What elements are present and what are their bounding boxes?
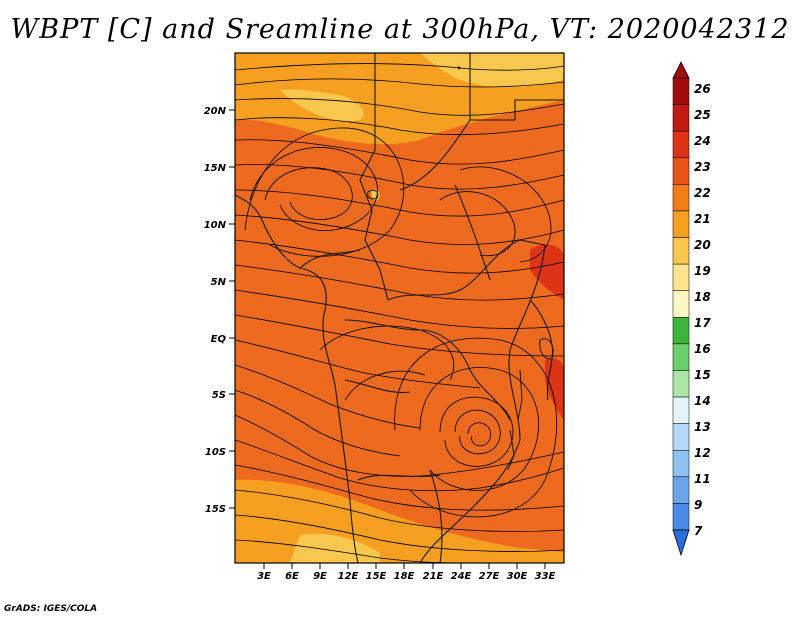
map-plot xyxy=(235,53,564,563)
chart-title: WBPT [C] and Sreamline at 300hPa, VT: 20… xyxy=(10,14,790,45)
colorbar: 26 25 24 23 22 21 20 19 18 17 16 15 14 1… xyxy=(672,61,711,557)
lat-label: 5S xyxy=(212,390,226,401)
colorbar-cell xyxy=(672,476,690,504)
colorbar-cell xyxy=(672,396,690,424)
colorbar-label: 23 xyxy=(694,160,711,174)
colorbar-cell xyxy=(672,423,690,451)
colorbar-label: 22 xyxy=(694,186,711,200)
colorbar-label: 21 xyxy=(694,212,711,226)
colorbar-cell xyxy=(672,210,690,238)
colorbar-label: 24 xyxy=(694,134,711,148)
lon-label: 21E xyxy=(423,571,444,582)
colorbar-cell xyxy=(672,184,690,212)
colorbar-label: 25 xyxy=(694,108,711,122)
map-frame xyxy=(234,52,565,564)
lakes xyxy=(367,189,554,471)
colorbar-label: 9 xyxy=(694,498,702,512)
colorbar-label: 14 xyxy=(694,394,711,408)
lon-label: 27E xyxy=(479,571,500,582)
colorbar-cell xyxy=(672,343,690,371)
lat-label: 10S xyxy=(205,447,226,458)
lat-label: EQ xyxy=(211,334,227,345)
lon-label: 9E xyxy=(313,571,327,582)
colorbar-cell xyxy=(672,449,690,478)
colorbar-cell xyxy=(672,237,690,265)
colorbar-label: 17 xyxy=(694,316,711,330)
lon-label: 24E xyxy=(451,571,472,582)
colorbar-label: 15 xyxy=(694,368,711,382)
lat-label: 5N xyxy=(211,277,227,288)
colorbar-cell xyxy=(672,263,690,291)
lon-label: 3E xyxy=(257,571,271,582)
colorbar-cell xyxy=(672,317,690,345)
colorbar-label: 7 xyxy=(694,524,703,538)
lon-label: 15E xyxy=(366,571,387,582)
colorbar-top-arrow xyxy=(672,61,690,79)
colorbar-cell xyxy=(672,370,690,398)
lat-label: 20N xyxy=(204,106,227,117)
lat-label: 10N xyxy=(204,220,227,231)
colorbar-cell xyxy=(672,130,690,159)
colorbar-label: 26 xyxy=(694,82,711,96)
grads-credit: GrADS: IGES/COLA xyxy=(4,604,98,614)
colorbar-label: 13 xyxy=(694,420,711,434)
lon-label: 30E xyxy=(507,571,528,582)
colorbar-label: 19 xyxy=(694,264,711,278)
colorbar-cell xyxy=(672,290,690,318)
colorbar-cell xyxy=(672,77,690,105)
lat-axis: 20N 15N 10N 5N EQ 5S 10S 15S xyxy=(204,106,235,515)
colorbar-label: 18 xyxy=(694,290,711,304)
colorbar-cell xyxy=(672,157,690,185)
colorbar-cell xyxy=(672,503,690,531)
lon-label: 6E xyxy=(285,571,299,582)
colorbar-bottom-arrow xyxy=(672,529,690,557)
lat-label: 15N xyxy=(204,163,227,174)
colorbar-cell xyxy=(672,104,690,132)
colorbar-label: 20 xyxy=(694,238,711,252)
colorbar-label: 12 xyxy=(694,446,711,460)
lon-label: 33E xyxy=(535,571,556,582)
country-borders xyxy=(235,53,564,563)
colorbar-label: 16 xyxy=(694,342,711,356)
lat-label: 15S xyxy=(205,504,226,515)
wbpt-shading xyxy=(235,53,564,563)
lon-axis: 3E 6E 9E 12E 15E 18E 21E 24E 27E 30E 33E xyxy=(257,563,556,582)
lon-label: 12E xyxy=(338,571,359,582)
lon-label: 18E xyxy=(394,571,415,582)
colorbar-label: 11 xyxy=(694,472,711,486)
